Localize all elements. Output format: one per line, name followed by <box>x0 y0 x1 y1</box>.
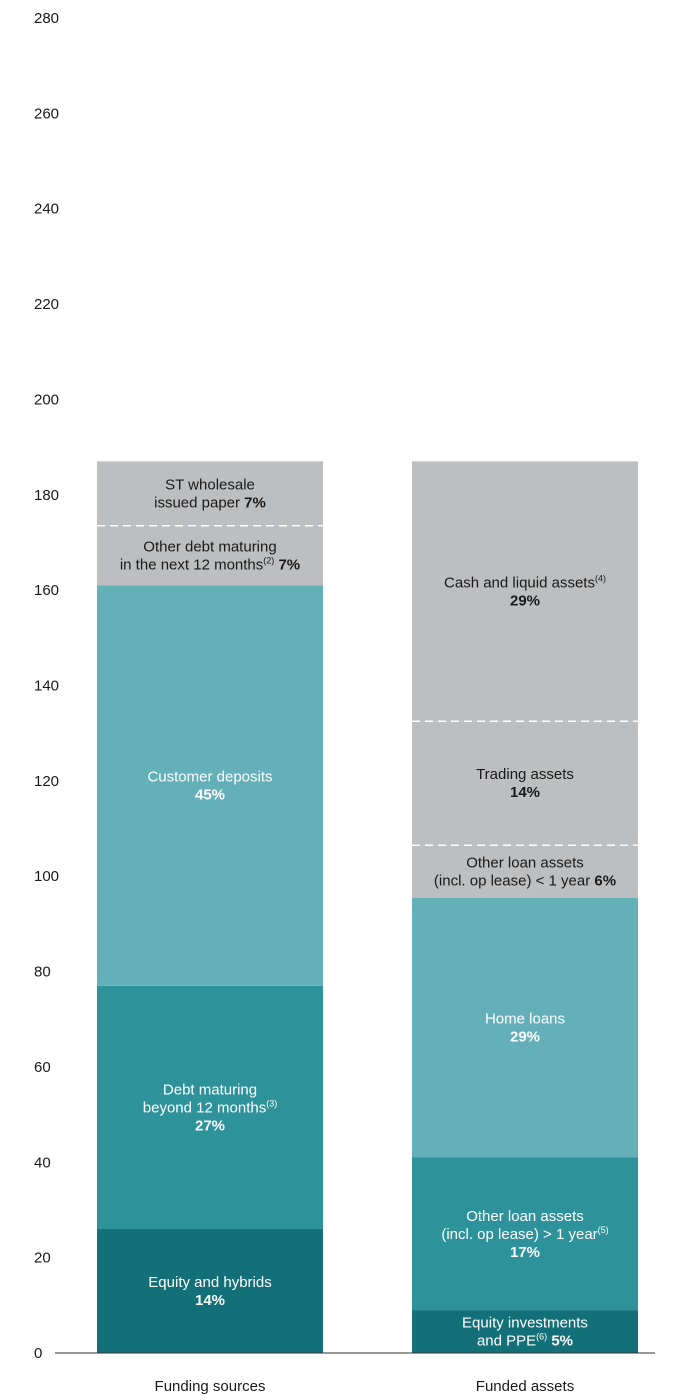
y-tick-label: 40 <box>34 1154 51 1171</box>
segment-label: ST wholesale <box>165 477 255 494</box>
footnote-marker: (4) <box>595 573 606 583</box>
y-axis: 0 20 40 60 80 100 120 140 160 180 200 220 240 260 280 <box>34 10 59 1362</box>
segment-label-text: Home loans <box>485 1011 565 1028</box>
segment-label: (incl. op lease) < 1 year 6% <box>434 872 616 889</box>
bar-segment <box>97 1229 323 1353</box>
y-tick-label: 60 <box>34 1059 51 1076</box>
segment-percent: 45% <box>195 787 225 804</box>
segment-label-text: Other loan assets <box>466 1208 584 1225</box>
y-tick-label: 260 <box>34 105 59 122</box>
segment-label: Customer deposits <box>147 769 272 786</box>
segment-percent: 27% <box>195 1117 225 1134</box>
segment-label-text: (incl. op lease) > 1 year <box>441 1226 597 1243</box>
y-tick-label: 120 <box>34 773 59 790</box>
segment-percent: 5% <box>547 1333 573 1350</box>
segment-label-text: (incl. op lease) < 1 year <box>434 872 590 889</box>
segment-label-text: Debt maturing <box>163 1081 257 1098</box>
footnote-marker: (3) <box>266 1098 277 1108</box>
x-category-label: Funded assets <box>476 1378 574 1395</box>
y-tick-label: 80 <box>34 964 51 981</box>
segment-percent: 14% <box>195 1292 225 1309</box>
segment-label-text: ST wholesale <box>165 477 255 494</box>
bar-segment <box>412 897 638 1158</box>
segment-label-text: and PPE <box>477 1333 536 1350</box>
segment-label: Equity and hybrids <box>148 1274 271 1291</box>
bar-segment <box>412 1157 638 1311</box>
segment-label-text: beyond 12 months <box>143 1099 266 1116</box>
segment-label: in the next 12 months(2) 7% <box>120 556 300 574</box>
x-axis-categories: Funding sources Funded assets <box>155 1378 575 1395</box>
segment-percent: 14% <box>510 784 540 801</box>
segment-percent: 7% <box>240 495 266 512</box>
bar-segment <box>97 461 323 526</box>
segment-label-text: Equity and hybrids <box>148 1274 271 1291</box>
bar-segment <box>412 461 638 722</box>
segment-label: Other loan assets <box>466 1208 584 1225</box>
segment-percent: 29% <box>510 592 540 609</box>
segment-label-text: Equity investments <box>462 1315 588 1332</box>
segment-label: (incl. op lease) > 1 year(5) <box>441 1225 608 1243</box>
segment-label: issued paper 7% <box>154 495 266 512</box>
segment-label: Other debt maturing <box>143 539 276 556</box>
y-tick-label: 140 <box>34 678 59 695</box>
x-category-label: Funding sources <box>155 1378 266 1395</box>
bar-segment <box>412 721 638 846</box>
segment-label-text: Customer deposits <box>147 769 272 786</box>
bar-segment <box>412 1310 638 1353</box>
segment-label: Home loans <box>485 1011 565 1028</box>
y-tick-label: 280 <box>34 10 59 27</box>
y-tick-label: 0 <box>34 1345 42 1362</box>
bar-segment <box>97 985 323 1230</box>
y-tick-label: 20 <box>34 1250 51 1267</box>
segment-label-text: Cash and liquid assets <box>444 574 595 591</box>
bar-segment <box>97 525 323 586</box>
segment-percent: 7% <box>274 557 300 574</box>
segment-label-text: issued paper <box>154 495 240 512</box>
y-tick-label: 220 <box>34 296 59 313</box>
footnote-marker: (6) <box>536 1332 547 1342</box>
bar-segment <box>97 585 323 986</box>
y-tick-label: 180 <box>34 487 59 504</box>
segment-label: Debt maturing <box>163 1081 257 1098</box>
bar-segment <box>412 845 638 898</box>
segment-percent: 6% <box>590 872 616 889</box>
y-tick-label: 200 <box>34 391 59 408</box>
footnote-marker: (5) <box>598 1225 609 1235</box>
segment-label-text: Other loan assets <box>466 854 584 871</box>
segment-label: Other loan assets <box>466 854 584 871</box>
segment-percent: 29% <box>510 1029 540 1046</box>
segment-label-text: Other debt maturing <box>143 539 276 556</box>
y-tick-label: 240 <box>34 201 59 218</box>
segment-label-text: in the next 12 months <box>120 557 263 574</box>
segment-label: Trading assets <box>476 766 574 783</box>
segment-label: and PPE(6) 5% <box>477 1332 573 1350</box>
segment-label: Cash and liquid assets(4) <box>444 573 606 591</box>
y-tick-label: 160 <box>34 582 59 599</box>
y-tick-label: 100 <box>34 868 59 885</box>
segment-label-text: Trading assets <box>476 766 574 783</box>
segment-label: beyond 12 months(3) <box>143 1098 277 1116</box>
segment-label: Equity investments <box>462 1315 588 1332</box>
segment-percent: 17% <box>510 1244 540 1261</box>
footnote-marker: (2) <box>263 556 274 566</box>
